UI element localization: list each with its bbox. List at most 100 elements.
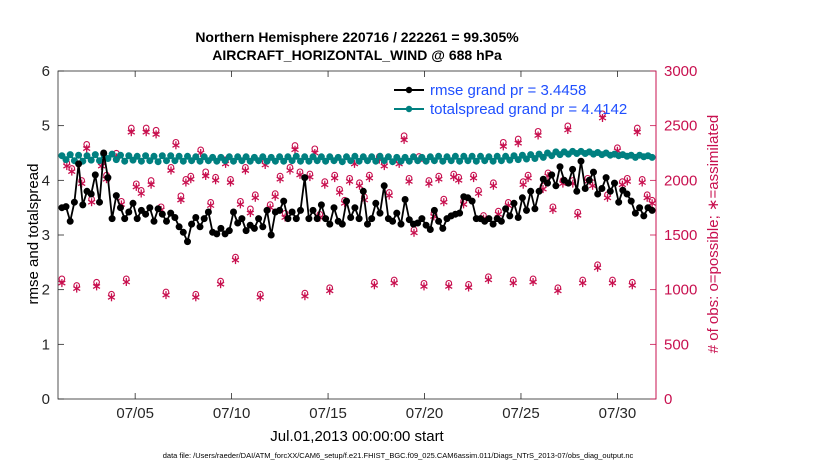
obs-assimilated-marker: [623, 177, 632, 186]
data-point: [146, 204, 154, 212]
data-point: [527, 151, 535, 159]
obs-assimilated-marker: [330, 174, 339, 183]
data-point: [167, 209, 175, 217]
data-point: [384, 153, 392, 161]
data-point: [364, 220, 371, 228]
star-stroke: [201, 173, 210, 179]
data-point: [627, 197, 635, 205]
star-stroke: [489, 183, 498, 189]
data-point: [401, 196, 409, 203]
obs-assimilated-marker: [439, 198, 448, 207]
data-point: [112, 156, 120, 164]
data-point: [313, 215, 321, 223]
star-stroke: [420, 283, 428, 289]
star-stroke: [320, 182, 329, 188]
data-point: [196, 223, 204, 231]
chart-title: Northern Hemisphere 220716 / 222261 = 99…: [195, 29, 519, 45]
star-stroke: [191, 294, 200, 300]
obs-assimilated-marker: [489, 181, 498, 190]
data-point: [234, 153, 242, 161]
star-stroke: [603, 195, 612, 201]
star-stroke: [82, 146, 91, 152]
obs-assimilated-marker: [201, 172, 210, 180]
data-point: [343, 153, 350, 161]
star-stroke: [588, 183, 597, 189]
star-stroke: [216, 281, 225, 287]
data-point: [347, 214, 355, 221]
data-point: [137, 157, 145, 165]
y-right-tick-label: 1500: [664, 227, 697, 244]
obs-assimilated-marker: [549, 205, 557, 214]
star-stroke: [608, 280, 617, 286]
data-point: [602, 174, 610, 182]
obs-assimilated-marker: [231, 256, 240, 265]
data-point: [91, 171, 99, 179]
obs-assimilated-marker: [325, 286, 334, 295]
chart-titles: Northern Hemisphere 220716 / 222261 = 99…: [195, 29, 519, 63]
star-stroke: [519, 182, 527, 188]
star-stroke: [286, 167, 294, 174]
data-point: [493, 152, 501, 160]
obs-assimilated-marker: [236, 200, 245, 209]
data-point: [91, 151, 99, 159]
data-point: [121, 157, 129, 165]
data-point: [58, 152, 66, 160]
obs-assimilated-marker: [211, 176, 220, 185]
obs-assimilated-marker: [63, 162, 71, 171]
data-point: [255, 157, 263, 165]
data-point: [611, 179, 618, 187]
data-point: [221, 157, 229, 165]
data-point: [62, 156, 70, 164]
data-point: [497, 217, 505, 225]
data-point: [405, 157, 413, 165]
star-stroke: [509, 280, 518, 286]
x-tick-label: 07/30: [599, 405, 637, 422]
star-stroke: [425, 181, 433, 187]
star-stroke: [554, 288, 562, 294]
data-point: [175, 152, 183, 160]
obs-assimilated-marker: [593, 263, 602, 272]
x-tick-label: 07/05: [116, 405, 154, 422]
star-stroke: [256, 294, 265, 300]
y-right-tick-label: 1000: [664, 282, 697, 299]
star-stroke: [172, 142, 180, 148]
data-point: [313, 157, 321, 165]
data-point: [489, 157, 497, 165]
star-stroke: [266, 205, 275, 211]
star-stroke: [534, 132, 542, 139]
data-point: [485, 153, 493, 161]
data-point: [125, 152, 133, 160]
series-rmse: [58, 149, 656, 246]
obs-assimilated-marker: [132, 182, 141, 191]
obs-assimilated-marker: [454, 176, 463, 185]
data-point: [171, 214, 179, 221]
obs-assimilated-marker: [142, 128, 150, 137]
star-stroke: [231, 257, 240, 263]
star-stroke: [549, 207, 557, 213]
data-point: [142, 152, 150, 160]
data-point: [514, 156, 522, 164]
data-point: [368, 153, 376, 161]
star-stroke: [246, 210, 255, 216]
obs-assimilated-marker: [529, 278, 537, 286]
data-point: [225, 227, 233, 235]
star-stroke: [345, 178, 354, 184]
data-point: [510, 199, 518, 207]
y-right-tick-label: 2000: [664, 172, 697, 189]
data-point: [364, 157, 371, 165]
obs-assimilated-marker: [162, 291, 170, 300]
obs-assimilated-marker: [519, 180, 527, 189]
data-point: [451, 152, 459, 160]
data-point: [255, 215, 263, 223]
star-stroke: [107, 294, 116, 300]
x-tick-label: 07/25: [502, 405, 540, 422]
star-stroke: [72, 286, 81, 292]
y-tick-label: 2: [42, 282, 50, 299]
data-point: [96, 198, 103, 206]
data-point: [338, 158, 346, 166]
obs-assimilated-marker: [256, 293, 265, 302]
data-point: [79, 201, 87, 209]
data-point: [112, 192, 120, 200]
chart-subtitle: AIRCRAFT_HORIZONTAL_WIND @ 688 hPa: [212, 47, 502, 63]
data-point: [372, 157, 380, 165]
